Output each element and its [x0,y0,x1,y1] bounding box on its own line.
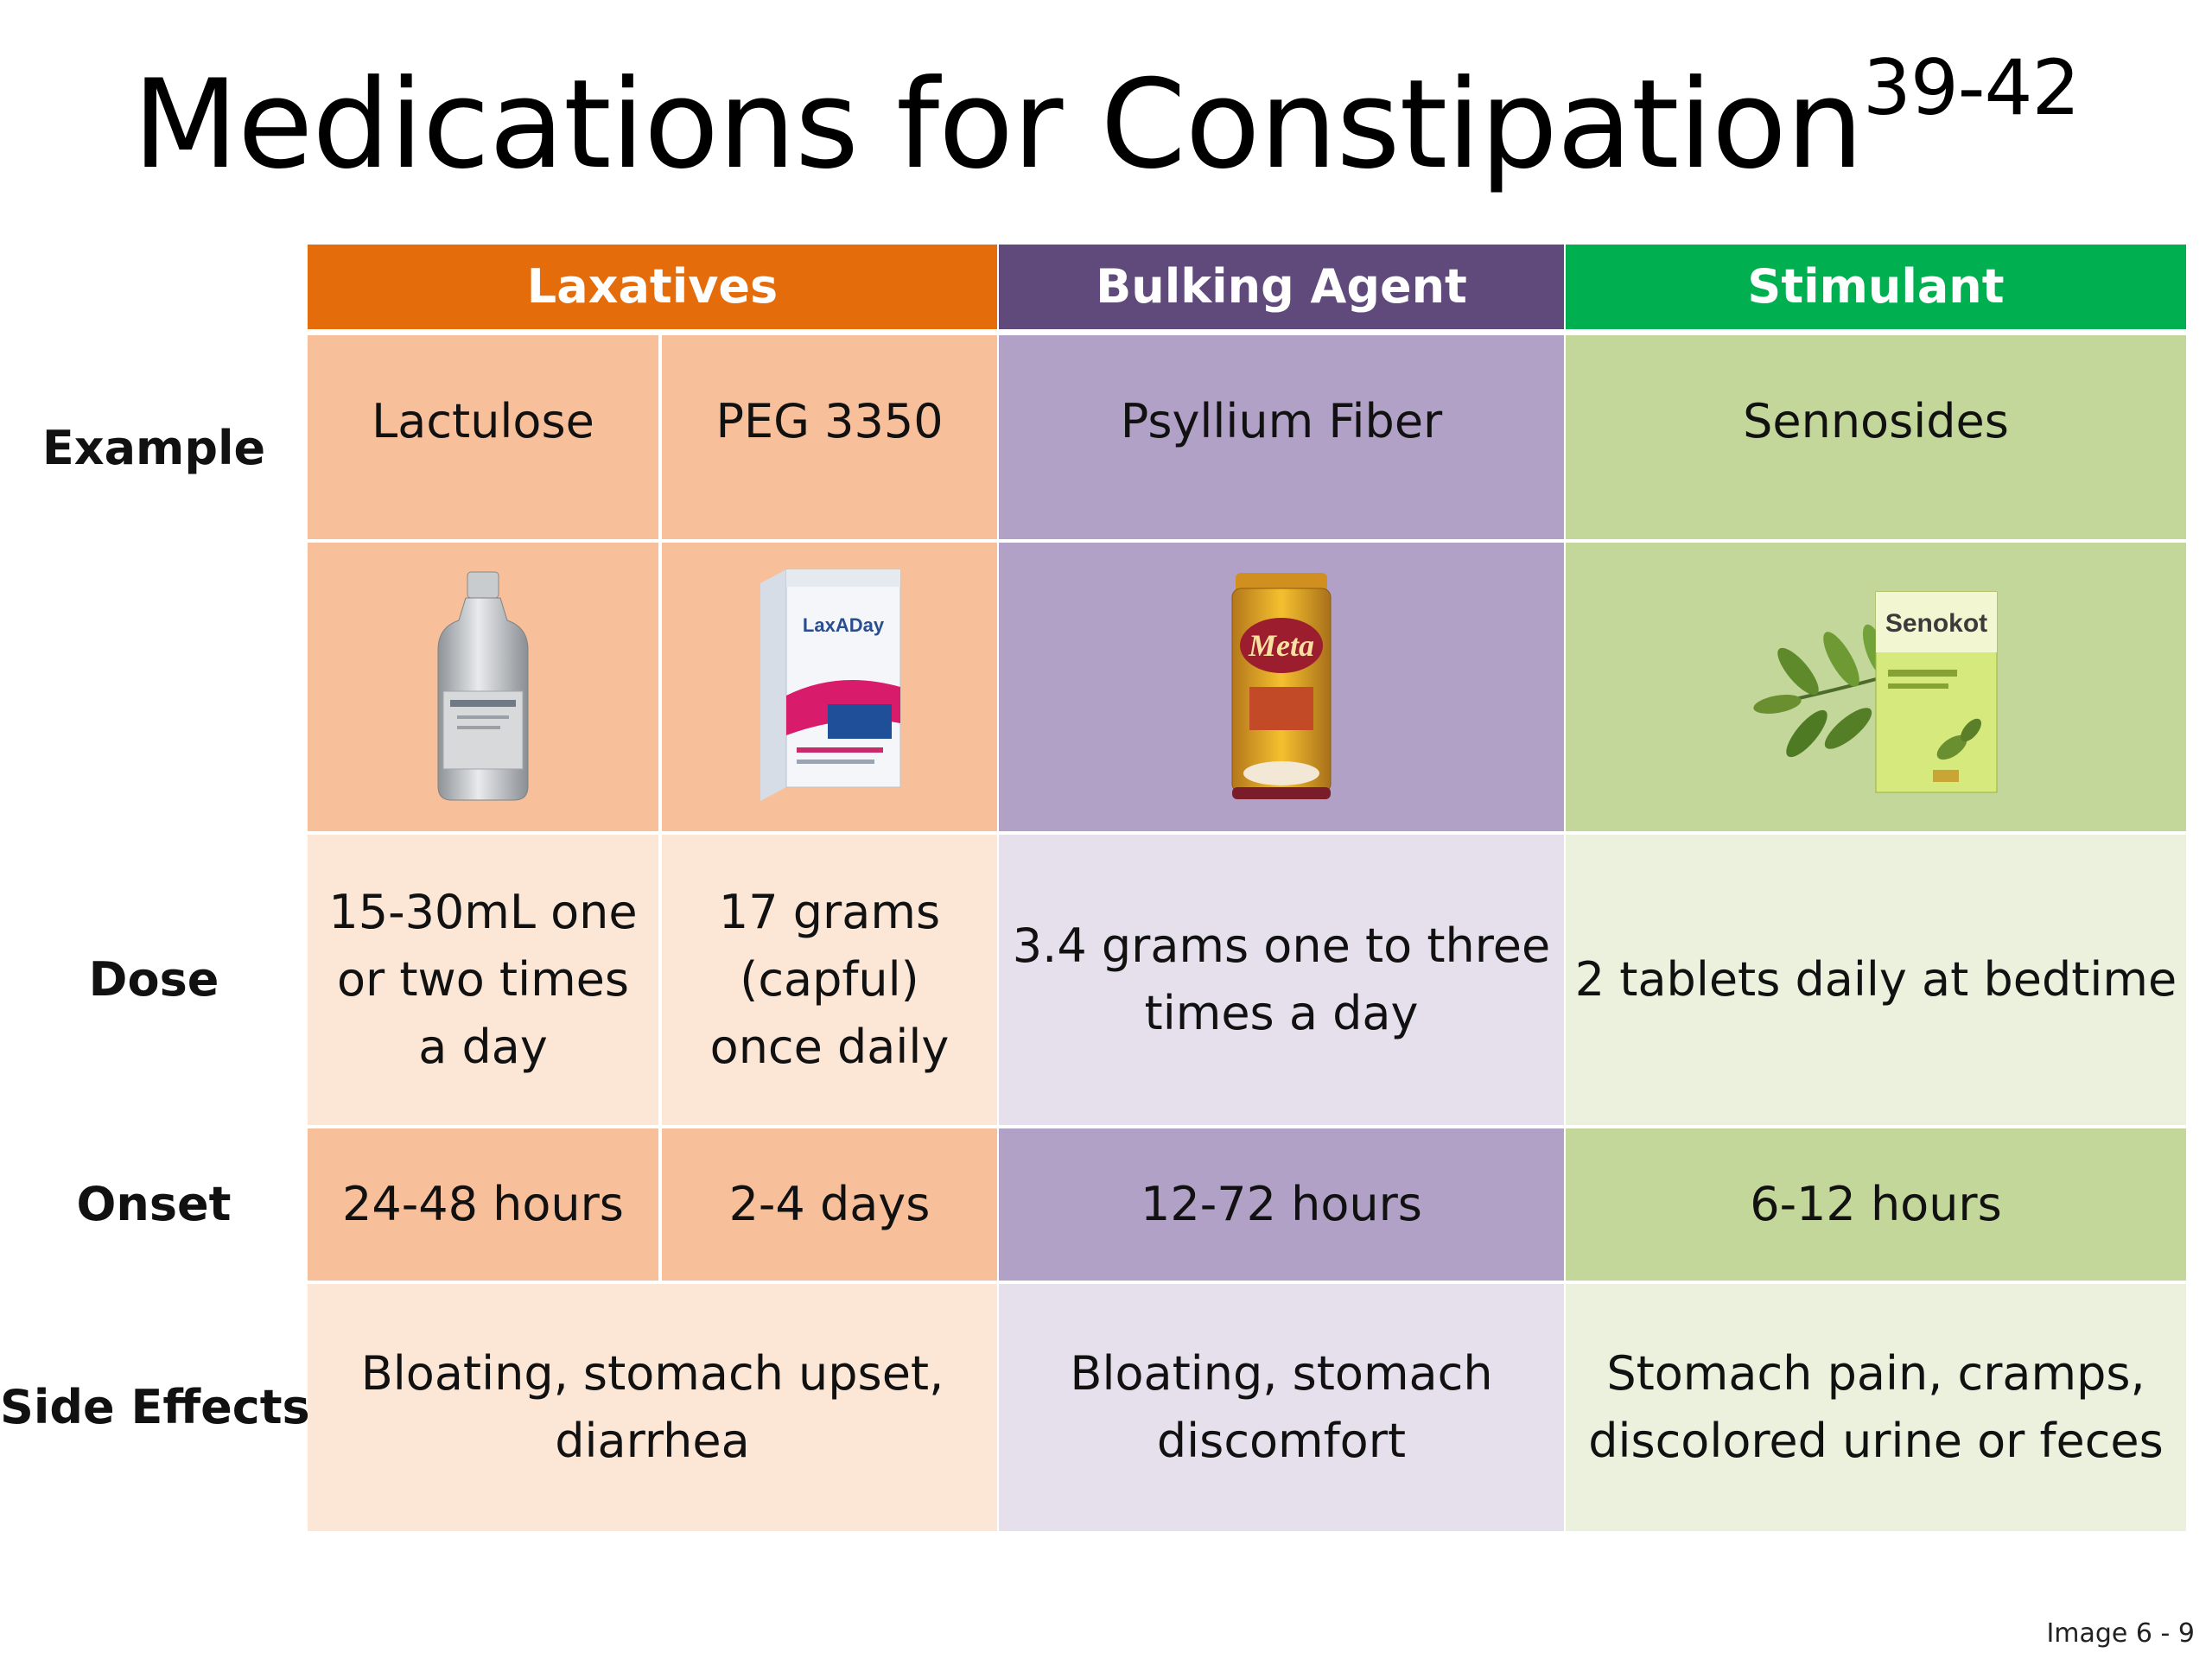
header-laxatives: Laxatives [308,245,997,329]
row-label-onset: Onset [76,1177,232,1231]
side-effects-bulking-line-1: Bloating, stomach [1070,1346,1493,1401]
lactulose-image-cell [308,543,658,831]
header-stimulant: Stimulant [1566,245,2186,329]
side-effects-bulking-line-2: discomfort [1156,1414,1407,1468]
dose-lactulose: 15-30mL one or two times a day [308,835,658,1125]
side-effects-laxatives: Bloating, stomach upset, diarrhea [308,1284,997,1531]
page-title: Medications for Constipation39-42 [0,43,2212,196]
side-effects-stimulant-line-1: Stomach pain, cramps, [1606,1346,2145,1401]
lactulose-bottle-image [437,571,529,801]
example-psyllium-fiber: Psyllium Fiber [999,335,1564,539]
example-lactulose: Lactulose [308,335,658,539]
dose-senna: 2 tablets daily at bedtime [1566,835,2186,1125]
row-label-side-effects: Side Effects [0,1380,310,1434]
psyllium-image-cell: Meta [999,543,1564,831]
senna-image-cell: Senokot [1566,543,2186,831]
senna-box-image: Senokot [1753,591,1998,793]
side-effects-laxatives-line-1: Bloating, stomach upset, [360,1346,944,1401]
image-caption: Image 6 - 9 [2046,1618,2195,1649]
senna-brand-label: Senokot [1885,609,1987,638]
peg-brand-label: LaxADay [803,614,885,636]
row-label-dose: Dose [88,952,219,1007]
side-effects-stimulant-line-2: discolored urine or feces [1588,1414,2164,1468]
onset-senna: 6-12 hours [1566,1128,2186,1281]
side-effects-bulking: Bloating, stomach discomfort [999,1284,1564,1531]
dose-senna-line-1: 2 tablets daily at bedtime [1574,952,2177,1007]
onset-psyllium: 12-72 hours [999,1128,1564,1281]
dose-psyllium-line-2: times a day [1144,986,1419,1040]
dose-peg-line-2: (capful) [740,952,919,1007]
dose-lactulose-line-1: 15-30mL one [328,885,638,939]
dose-peg-3350: 17 grams (capful) once daily [662,835,997,1125]
dose-lactulose-line-2: or two times [336,952,630,1007]
dose-psyllium: 3.4 grams one to three times a day [999,835,1564,1125]
onset-peg-3350: 2-4 days [662,1128,997,1281]
dose-peg-line-1: 17 grams [718,885,941,939]
side-effects-stimulant: Stomach pain, cramps, discolored urine or… [1566,1284,2186,1531]
title-text: Medications for Constipation [132,54,1863,196]
dose-peg-line-3: once daily [709,1020,950,1074]
row-label-example: Example [41,421,266,475]
example-sennosides: Sennosides [1566,335,2186,539]
peg-box-image: LaxADay [760,569,901,801]
psyllium-brand-label: Meta [1248,628,1314,663]
example-peg-3350: PEG 3350 [662,335,997,539]
dose-psyllium-line-1: 3.4 grams one to three [1012,918,1551,973]
peg-image-cell: LaxADay [662,543,997,831]
onset-lactulose: 24-48 hours [308,1128,658,1281]
title-superscript: 39-42 [1862,43,2081,132]
psyllium-canister-image: Meta [1231,573,1332,799]
dose-lactulose-line-3: a day [418,1020,548,1074]
header-bulking-agent: Bulking Agent [999,245,1564,329]
side-effects-laxatives-line-2: diarrhea [555,1414,750,1468]
